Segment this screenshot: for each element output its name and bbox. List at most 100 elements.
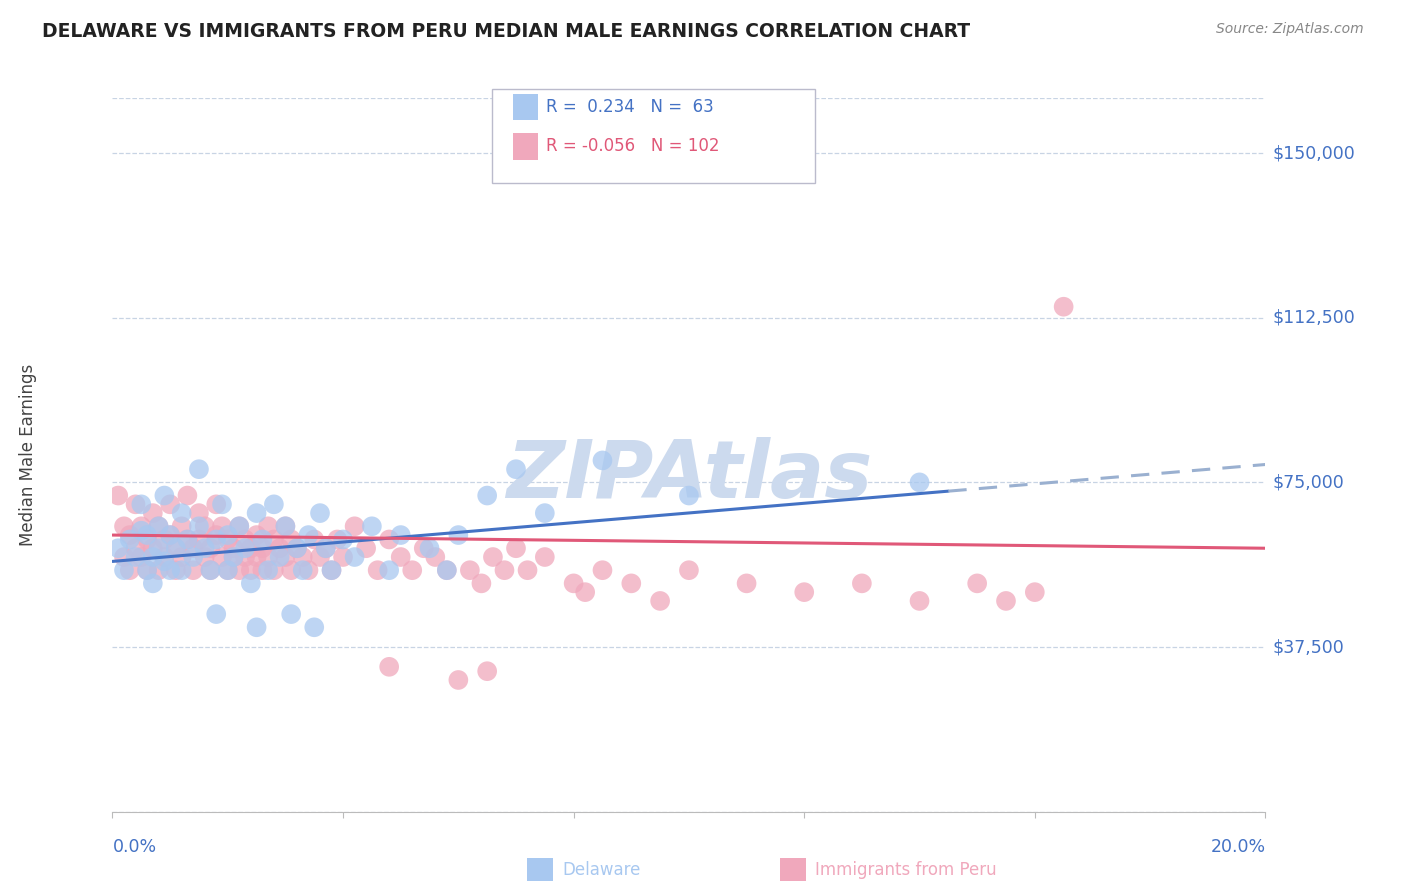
Point <box>233 533 256 547</box>
Text: 20.0%: 20.0% <box>1211 838 1265 856</box>
Point <box>321 563 343 577</box>
Point <box>159 528 181 542</box>
Point <box>233 541 256 556</box>
Point <box>574 585 596 599</box>
Point <box>107 489 129 503</box>
Point <box>291 549 314 564</box>
Point <box>211 519 233 533</box>
Point <box>280 533 302 547</box>
Point <box>533 549 555 564</box>
Point <box>245 620 267 634</box>
Point <box>592 563 614 577</box>
Point <box>148 541 170 556</box>
Point <box>678 489 700 503</box>
Point <box>678 563 700 577</box>
Point <box>153 549 176 564</box>
Point <box>217 533 239 547</box>
Point <box>315 541 337 556</box>
Point <box>245 549 267 564</box>
Point <box>129 549 153 564</box>
Point <box>475 489 498 503</box>
Point <box>222 549 245 564</box>
Point <box>516 563 538 577</box>
Point <box>200 541 222 556</box>
Text: Immigrants from Peru: Immigrants from Peru <box>815 861 997 879</box>
Point <box>153 554 176 568</box>
Point <box>360 519 382 533</box>
Point <box>165 563 187 577</box>
Point <box>321 563 343 577</box>
Point <box>124 541 146 556</box>
Point <box>908 594 931 608</box>
Point <box>118 528 141 542</box>
Point <box>436 563 458 577</box>
Text: $37,500: $37,500 <box>1272 638 1344 656</box>
Text: 0.0%: 0.0% <box>112 838 156 856</box>
Point <box>401 563 423 577</box>
Point <box>354 541 377 556</box>
Point <box>908 475 931 490</box>
Point <box>165 541 187 556</box>
Point <box>274 519 297 533</box>
Point <box>153 533 176 547</box>
Point <box>222 541 245 556</box>
Point <box>263 497 285 511</box>
Point <box>245 528 267 542</box>
Point <box>1024 585 1046 599</box>
Point <box>412 541 434 556</box>
Point <box>389 549 412 564</box>
Point <box>263 563 285 577</box>
Point <box>252 541 274 556</box>
Point <box>280 563 302 577</box>
Text: Source: ZipAtlas.com: Source: ZipAtlas.com <box>1216 22 1364 37</box>
Point <box>447 528 470 542</box>
Point <box>136 563 159 577</box>
Point <box>239 576 262 591</box>
Point <box>142 576 165 591</box>
Point <box>343 549 366 564</box>
Point <box>107 541 129 556</box>
Point <box>297 563 319 577</box>
Point <box>142 506 165 520</box>
Point <box>170 563 193 577</box>
Point <box>735 576 758 591</box>
Point <box>205 528 228 542</box>
Point <box>188 506 211 520</box>
Point <box>475 664 498 678</box>
Point <box>136 533 159 547</box>
Point <box>291 563 314 577</box>
Point <box>620 576 643 591</box>
Point <box>181 541 204 556</box>
Text: ZIPAtlas: ZIPAtlas <box>506 437 872 516</box>
Point <box>181 549 204 564</box>
Point <box>222 549 245 564</box>
Point <box>245 506 267 520</box>
Point <box>153 489 176 503</box>
Point <box>148 519 170 533</box>
Point <box>332 533 354 547</box>
Point <box>494 563 516 577</box>
Point <box>159 497 181 511</box>
Point <box>205 607 228 621</box>
Point <box>378 563 401 577</box>
Point <box>257 519 280 533</box>
Text: DELAWARE VS IMMIGRANTS FROM PERU MEDIAN MALE EARNINGS CORRELATION CHART: DELAWARE VS IMMIGRANTS FROM PERU MEDIAN … <box>42 22 970 41</box>
Point <box>211 549 233 564</box>
Point <box>315 541 337 556</box>
Point <box>176 533 198 547</box>
Point <box>793 585 815 599</box>
Point <box>269 549 291 564</box>
Point <box>200 563 222 577</box>
Point <box>419 541 441 556</box>
Point <box>252 563 274 577</box>
Text: Median Male Earnings: Median Male Earnings <box>20 364 37 546</box>
Point <box>142 541 165 556</box>
Point <box>470 576 492 591</box>
Point <box>129 519 153 533</box>
Point <box>648 594 672 608</box>
Text: $75,000: $75,000 <box>1272 474 1344 491</box>
Point <box>176 533 198 547</box>
Point <box>562 576 585 591</box>
Point <box>447 673 470 687</box>
Point <box>309 506 332 520</box>
